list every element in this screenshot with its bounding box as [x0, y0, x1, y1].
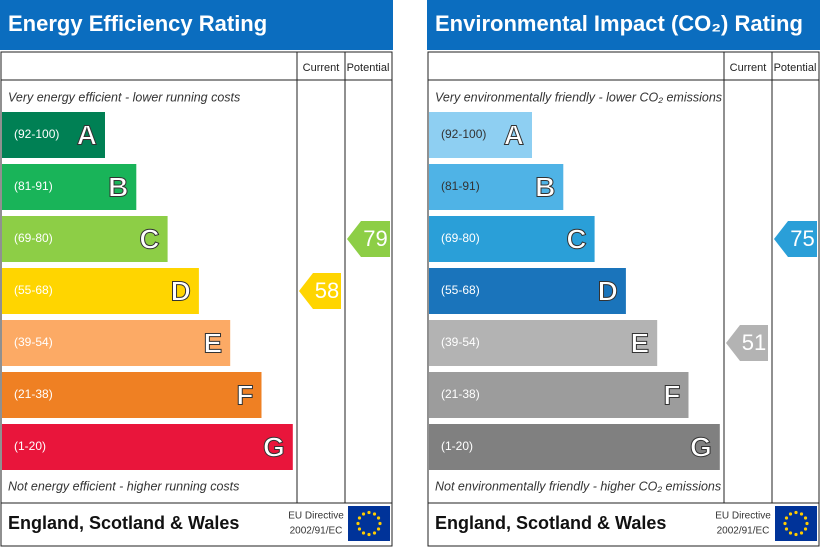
rating-value: 58 — [315, 278, 339, 303]
rating-arrow — [299, 273, 341, 309]
band-letter: D — [171, 275, 191, 306]
top-note: Very environmentally friendly - lower CO… — [435, 90, 722, 104]
eu-star — [361, 512, 366, 516]
eu-star — [356, 521, 360, 526]
eu-star — [361, 531, 366, 535]
title-bar — [0, 0, 393, 50]
rating-band — [429, 112, 532, 158]
eu-star — [803, 527, 808, 531]
band-range: (55-68) — [14, 283, 53, 297]
band-letter: B — [535, 171, 555, 202]
eu-star — [357, 527, 362, 531]
rating-band — [429, 320, 658, 366]
rating-band — [2, 372, 262, 418]
eu-star — [803, 516, 808, 520]
band-letter: F — [663, 379, 680, 410]
column-header: Current — [303, 62, 340, 74]
frame — [427, 51, 820, 547]
directive: 2002/91/EC — [717, 526, 770, 537]
rating-band — [2, 216, 168, 262]
rating-band — [429, 164, 564, 210]
band-letter: C — [566, 223, 586, 254]
band-letter: F — [236, 379, 253, 410]
rating-arrow — [774, 221, 817, 257]
rating-value: 51 — [742, 330, 766, 355]
rating-band — [429, 372, 689, 418]
eu-star — [372, 512, 377, 516]
band-letter: E — [204, 327, 223, 358]
band-range: (81-91) — [441, 179, 480, 193]
rating-value: 75 — [790, 226, 814, 251]
band-letter: A — [504, 119, 524, 150]
directive: 2002/91/EC — [290, 526, 343, 537]
rating-band — [2, 112, 105, 158]
panel-title: Environmental Impact (CO₂) Rating — [435, 11, 803, 36]
band-range: (39-54) — [441, 335, 480, 349]
eu-star — [794, 532, 798, 537]
band-range: (81-91) — [14, 179, 53, 193]
region: England, Scotland & Wales — [8, 513, 239, 533]
band-range: (69-80) — [14, 231, 53, 245]
eu-star — [367, 510, 371, 515]
band-letter: D — [598, 275, 618, 306]
panel: Environmental Impact (CO₂) Rating Current… — [427, 0, 820, 547]
column-header: Current — [730, 62, 767, 74]
eu-star — [799, 531, 804, 535]
rating-band — [2, 424, 293, 470]
eu-star — [376, 516, 381, 520]
eu-star — [805, 521, 809, 526]
rating-band — [429, 216, 595, 262]
bottom-note: Not energy efficient - higher running co… — [8, 479, 239, 493]
eu-star — [372, 531, 377, 535]
band-range: (21-38) — [14, 387, 53, 401]
band-range: (21-38) — [441, 387, 480, 401]
band-letter: G — [263, 431, 285, 462]
eu-star — [378, 521, 382, 526]
rating-band — [2, 164, 137, 210]
eu-star — [357, 516, 362, 520]
band-letter: B — [108, 171, 128, 202]
panel-title: Energy Efficiency Rating — [8, 11, 267, 36]
rating-arrow — [726, 325, 768, 361]
top-note: Very energy efficient - lower running co… — [8, 90, 240, 104]
band-letter: E — [631, 327, 650, 358]
frame — [0, 51, 393, 547]
column-header: Potential — [347, 62, 390, 74]
panel: Energy Efficiency Rating Current Potential… — [0, 0, 393, 547]
title-bar — [427, 0, 820, 50]
eu-star — [794, 510, 798, 515]
rating-arrow — [347, 221, 390, 257]
rating-band — [2, 320, 231, 366]
band-letter: A — [77, 119, 97, 150]
eu-star — [788, 512, 793, 516]
eu-star — [799, 512, 804, 516]
band-range: (55-68) — [441, 283, 480, 297]
column-header: Potential — [774, 62, 817, 74]
band-range: (92-100) — [441, 127, 486, 141]
band-range: (1-20) — [14, 439, 46, 453]
band-range: (69-80) — [441, 231, 480, 245]
bottom-note: Not environmentally friendly - higher CO… — [435, 479, 721, 493]
eu-star — [784, 516, 789, 520]
directive: EU Directive — [715, 511, 771, 522]
rating-band — [429, 268, 626, 314]
band-letter: C — [139, 223, 159, 254]
region: England, Scotland & Wales — [435, 513, 666, 533]
eu-star — [376, 527, 381, 531]
rating-band — [2, 268, 199, 314]
rating-value: 79 — [363, 226, 387, 251]
band-range: (1-20) — [441, 439, 473, 453]
band-range: (92-100) — [14, 127, 59, 141]
directive: EU Directive — [288, 511, 344, 522]
eu-star — [783, 521, 787, 526]
rating-band — [429, 424, 720, 470]
eu-star — [784, 527, 789, 531]
eu-star — [367, 532, 371, 537]
band-range: (39-54) — [14, 335, 53, 349]
eu-star — [788, 531, 793, 535]
band-letter: G — [690, 431, 712, 462]
